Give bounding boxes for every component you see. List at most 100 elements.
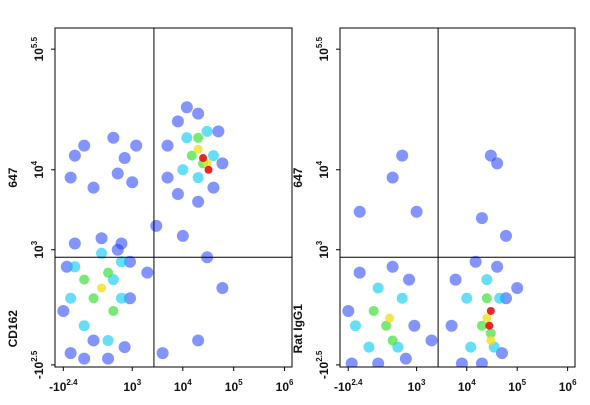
point — [342, 304, 355, 317]
tick-exponent: 4 — [30, 160, 39, 165]
tick-label: 104 — [458, 378, 476, 394]
tick-label: 106 — [559, 378, 577, 394]
point — [118, 341, 131, 354]
point — [192, 172, 204, 184]
tick-base: 10 — [559, 380, 573, 394]
point — [115, 256, 127, 268]
tick-base: -10 — [49, 380, 67, 394]
tick-label: 103 — [30, 240, 46, 258]
point — [494, 292, 506, 304]
tick-label: 104 — [174, 378, 192, 394]
point — [64, 347, 77, 360]
tick-base: -10 — [32, 361, 46, 379]
point — [212, 125, 225, 138]
point — [353, 266, 366, 279]
tick-exponent: 5 — [522, 378, 527, 387]
point — [171, 115, 184, 128]
point — [78, 320, 90, 332]
point — [455, 357, 468, 367]
point — [102, 334, 114, 346]
point — [115, 292, 127, 304]
point — [87, 334, 100, 347]
point — [107, 131, 120, 144]
plot-frame — [54, 27, 293, 368]
tick-label: -102.5 — [315, 350, 331, 379]
point — [186, 150, 197, 161]
point — [476, 320, 487, 331]
y-label: 647 — [6, 167, 20, 187]
tick-base: 10 — [317, 245, 331, 259]
point — [216, 157, 229, 170]
point — [97, 283, 107, 293]
tick-exponent: 4 — [471, 378, 476, 387]
point — [349, 320, 361, 332]
point — [445, 319, 458, 332]
point — [386, 260, 399, 273]
point — [68, 149, 81, 162]
y-label: CD162 — [6, 310, 20, 348]
tick-exponent: 3 — [30, 240, 39, 245]
point — [475, 212, 488, 225]
tick-label: 103 — [123, 378, 141, 394]
tick-base: 10 — [276, 380, 290, 394]
point — [363, 341, 375, 353]
tick-exponent: 2.5 — [315, 350, 324, 362]
point — [381, 320, 392, 331]
point — [499, 229, 512, 242]
point — [69, 261, 81, 273]
point — [68, 237, 81, 250]
point — [88, 293, 99, 304]
tick-exponent: 5.5 — [30, 36, 39, 48]
point — [496, 347, 509, 360]
point — [482, 313, 492, 323]
point — [353, 205, 366, 218]
y-label: 647 — [291, 167, 305, 187]
point — [368, 305, 379, 316]
tick-label: 106 — [276, 378, 294, 394]
point — [181, 132, 193, 144]
point — [176, 229, 189, 242]
tick-exponent: 3 — [137, 378, 142, 387]
point — [481, 293, 492, 304]
point — [126, 176, 139, 189]
point — [410, 205, 423, 218]
point — [193, 132, 204, 143]
tick-base: 10 — [32, 165, 46, 179]
tick-base: 10 — [32, 48, 46, 62]
tick-label: 105.5 — [315, 36, 331, 61]
point — [78, 139, 91, 152]
point — [491, 157, 504, 170]
point — [123, 292, 136, 305]
point — [486, 306, 495, 315]
point — [79, 274, 90, 285]
tick-label: 105.5 — [30, 36, 46, 61]
point — [180, 101, 193, 114]
y-label: Rat IgG1 — [291, 304, 305, 354]
point — [65, 292, 77, 304]
point — [485, 321, 494, 330]
tick-base: 10 — [458, 380, 472, 394]
point — [118, 152, 131, 165]
point — [87, 181, 100, 194]
tick-exponent: 2.5 — [30, 350, 39, 362]
point — [161, 171, 174, 184]
point — [141, 266, 154, 279]
plot-frame — [339, 27, 576, 368]
tick-base: 10 — [32, 245, 46, 259]
point — [396, 292, 408, 304]
tick-exponent: 6 — [289, 378, 294, 387]
tick-label: 104 — [315, 160, 331, 178]
point — [57, 304, 70, 317]
point — [475, 357, 488, 367]
point — [372, 282, 384, 294]
point — [216, 281, 229, 294]
point — [150, 219, 163, 232]
point — [469, 255, 482, 268]
point — [111, 243, 124, 256]
point — [64, 171, 77, 184]
point — [465, 341, 477, 353]
tick-exponent: 6 — [572, 378, 577, 387]
point — [111, 167, 124, 180]
tick-label: 103 — [408, 378, 426, 394]
